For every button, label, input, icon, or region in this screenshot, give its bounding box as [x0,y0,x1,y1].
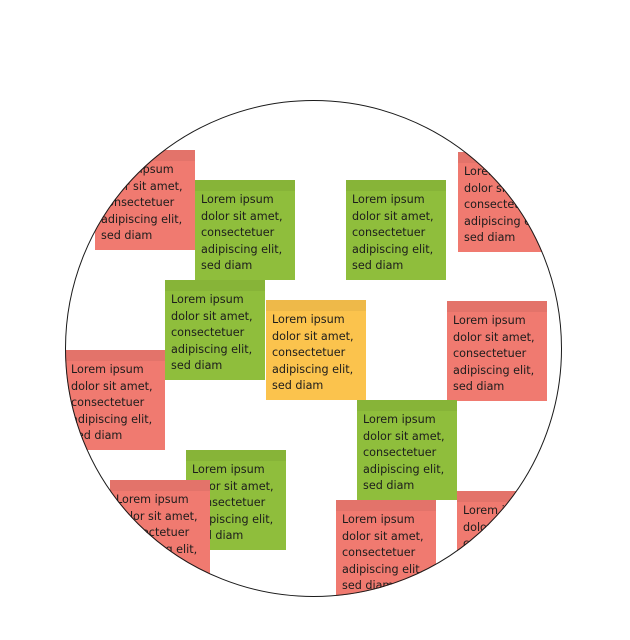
sticky-note[interactable]: Lorem ipsum dolor sit amet, consectetuer… [165,280,265,380]
sticky-note[interactable]: Lorem ipsum dolor sit amet, consectetuer… [457,491,557,591]
circle-mask: Lorem ipsum dolor sit amet, consectetuer… [65,100,562,597]
sticky-note[interactable]: Lorem ipsum dolor sit amet, consectetuer… [357,400,457,500]
sticky-note[interactable]: Lorem ipsum dolor sit amet, consectetuer… [65,350,165,450]
sticky-note[interactable]: Lorem ipsum dolor sit amet, consectetuer… [458,152,558,252]
sticky-note[interactable]: Lorem ipsum dolor sit amet, consectetuer… [336,500,436,597]
sticky-note[interactable]: Lorem ipsum dolor sit amet, consectetuer… [110,480,210,580]
sticky-note[interactable]: Lorem ipsum dolor sit amet, consectetuer… [447,301,547,401]
sticky-note[interactable]: Lorem ipsum dolor sit amet, consectetuer… [346,180,446,280]
sticky-note[interactable]: Lorem ipsum dolor sit amet, consectetuer… [266,300,366,400]
sticky-note[interactable]: Lorem ipsum dolor sit amet, consectetuer… [95,150,195,250]
sticky-note[interactable]: Lorem ipsum dolor sit amet, consectetuer… [195,180,295,280]
